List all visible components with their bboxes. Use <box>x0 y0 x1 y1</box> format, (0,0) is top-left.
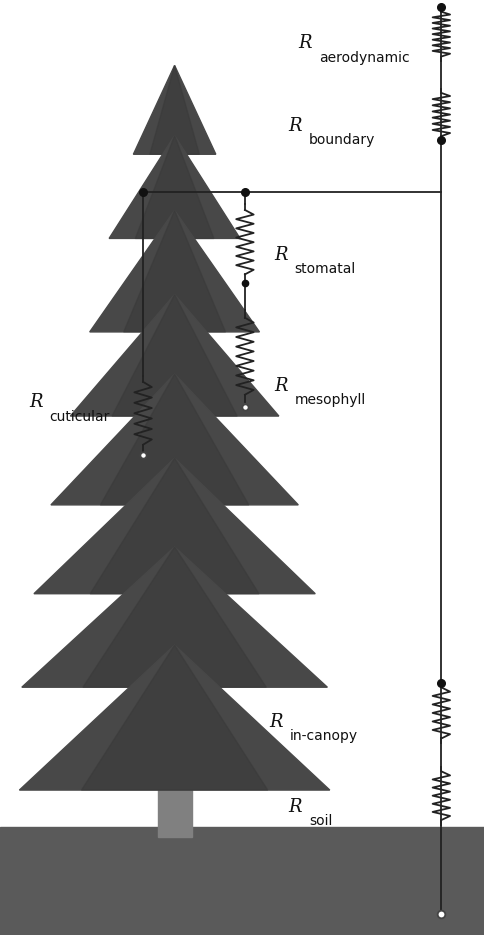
Bar <box>157 753 191 837</box>
Text: stomatal: stomatal <box>294 262 355 276</box>
Text: R: R <box>298 35 311 52</box>
Polygon shape <box>19 645 329 790</box>
Text: cuticular: cuticular <box>49 410 109 424</box>
Bar <box>0 827 484 935</box>
Text: R: R <box>269 713 282 731</box>
Text: in-canopy: in-canopy <box>289 729 357 743</box>
Polygon shape <box>34 458 315 594</box>
Polygon shape <box>109 136 240 238</box>
Polygon shape <box>83 547 266 687</box>
Text: R: R <box>288 117 302 135</box>
Polygon shape <box>135 136 213 238</box>
Polygon shape <box>81 645 267 790</box>
Polygon shape <box>123 210 225 332</box>
Text: mesophyll: mesophyll <box>294 393 365 407</box>
Text: aerodynamic: aerodynamic <box>318 50 408 65</box>
Text: R: R <box>288 798 302 816</box>
Polygon shape <box>70 295 278 416</box>
Polygon shape <box>22 547 327 687</box>
Text: R: R <box>273 246 287 264</box>
Text: boundary: boundary <box>308 133 375 147</box>
Polygon shape <box>150 65 199 154</box>
Polygon shape <box>90 458 258 594</box>
Text: soil: soil <box>308 814 332 828</box>
Polygon shape <box>90 210 259 332</box>
Polygon shape <box>133 65 215 154</box>
Polygon shape <box>51 374 298 505</box>
Polygon shape <box>100 374 248 505</box>
Text: R: R <box>273 377 287 395</box>
Polygon shape <box>112 295 237 416</box>
Text: R: R <box>29 394 43 411</box>
